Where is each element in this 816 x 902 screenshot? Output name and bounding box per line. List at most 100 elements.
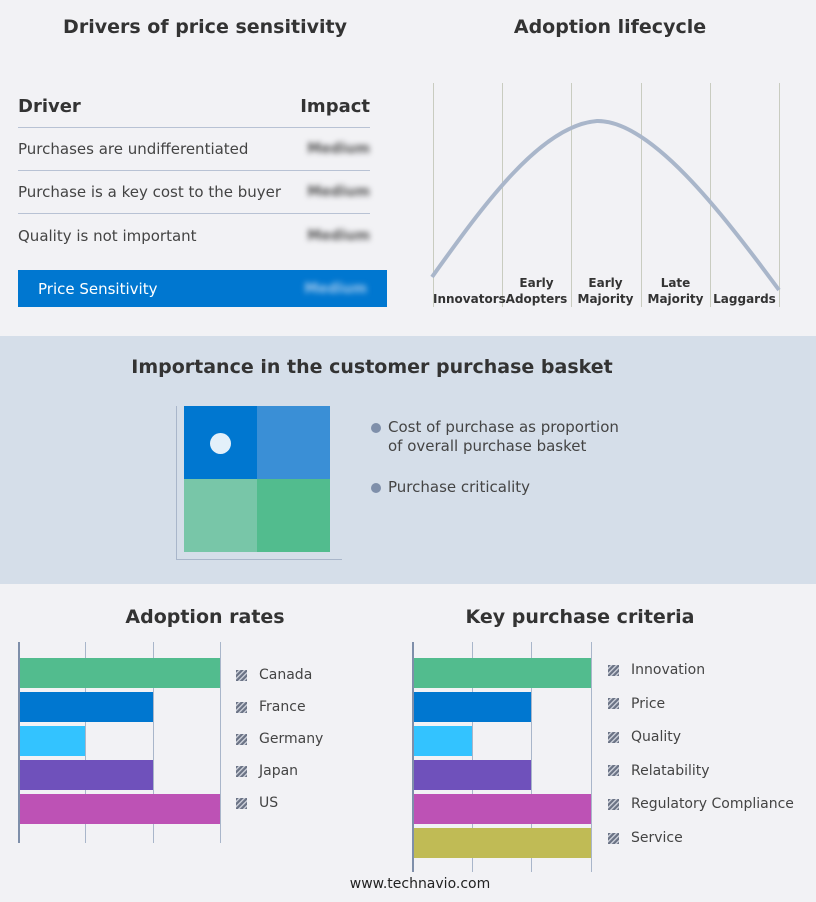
stage-early-majority: Early Majority	[571, 275, 640, 307]
basket-section	[0, 336, 816, 584]
driver-impact: Medium	[307, 184, 370, 200]
legend-label: Service	[631, 830, 683, 846]
legend-item: Japan	[236, 763, 298, 779]
legend-swatch-icon	[236, 797, 247, 809]
bar-innovation	[412, 658, 591, 688]
legend-item: Canada	[236, 667, 312, 683]
legend-label: US	[259, 795, 279, 811]
legend-label: France	[259, 699, 306, 715]
stage-label: Innovators	[433, 292, 506, 306]
stage-label: Late	[660, 276, 691, 290]
price-sensitivity-summary: Price Sensitivity Medium	[18, 270, 387, 307]
footer-url: www.technavio.com	[349, 876, 491, 892]
driver-name: Quality is not important	[18, 226, 197, 245]
lifecycle-divider	[571, 83, 572, 307]
legend-item: Germany	[236, 731, 323, 747]
legend-criticality: Purchase criticality	[388, 478, 531, 496]
bar-canada	[18, 658, 220, 688]
stage-laggards: Laggards	[710, 291, 779, 307]
lifecycle-divider	[710, 83, 711, 307]
legend-label: Germany	[259, 731, 324, 747]
basket-title: Importance in the customer purchase bask…	[131, 356, 613, 378]
stage-early-adopters: Early Adopters	[502, 275, 571, 307]
gridline	[531, 642, 532, 872]
legend-swatch-icon	[608, 731, 619, 743]
bar-relatability	[412, 760, 532, 790]
stage-label: Early	[588, 276, 623, 290]
driver-col-header: Driver	[18, 95, 81, 117]
legend-label: Innovation	[631, 662, 706, 678]
legend-item: Service	[608, 830, 683, 846]
legend-item: Relatability	[608, 763, 710, 779]
driver-impact: Medium	[307, 141, 370, 157]
drivers-header: Driver Impact	[18, 85, 370, 128]
legend-item: US	[236, 795, 278, 811]
legend-item: Regulatory Compliance	[608, 796, 794, 812]
legend-swatch-icon	[608, 765, 619, 777]
quadrant-bottom-left	[184, 479, 257, 552]
legend-bullet	[371, 423, 381, 433]
bar-france	[18, 692, 153, 722]
legend-swatch-icon	[236, 669, 247, 681]
legend-bullet	[371, 483, 381, 493]
legend-cost: Cost of purchase as proportion of overal…	[388, 418, 619, 455]
bar-us	[18, 794, 220, 824]
impact-col-header: Impact	[300, 95, 370, 117]
adoption-rates-title: Adoption rates	[125, 606, 285, 628]
axis-line	[412, 642, 414, 872]
quadrant-top-right	[257, 406, 330, 479]
summary-label: Price Sensitivity	[38, 279, 158, 298]
legend-swatch-icon	[608, 798, 619, 810]
driver-row: Quality is not important Medium	[18, 214, 370, 257]
legend-label: Price	[631, 695, 666, 712]
lifecycle-divider	[433, 83, 434, 307]
axis-line	[18, 642, 20, 843]
summary-impact: Medium	[304, 280, 367, 297]
gridline	[472, 642, 473, 872]
bar-japan	[18, 760, 153, 790]
legend-item: Innovation	[608, 662, 705, 678]
stage-late-majority: Late Majority	[641, 275, 710, 307]
adoption-curve	[430, 118, 781, 292]
bar-service	[412, 828, 591, 858]
legend-swatch-icon	[608, 698, 619, 710]
legend-swatch-icon	[236, 733, 247, 745]
stage-label: Early	[519, 276, 554, 290]
quadrant-bottom-right	[257, 479, 330, 552]
legend-swatch-icon	[608, 832, 619, 844]
driver-name: Purchases are undifferentiated	[18, 140, 249, 158]
legend-swatch-icon	[608, 664, 619, 676]
legend-label: Japan	[259, 763, 299, 779]
bar-price	[412, 692, 532, 722]
bar-regulatory-compliance	[412, 794, 591, 824]
lifecycle-divider	[502, 83, 503, 307]
stage-innovators: Innovators	[433, 291, 506, 307]
stage-label: Majority	[647, 292, 704, 306]
stage-label: Adopters	[505, 292, 568, 306]
legend-swatch-icon	[236, 701, 247, 713]
gridline	[220, 642, 221, 843]
lifecycle-divider	[641, 83, 642, 307]
driver-impact: Medium	[307, 227, 370, 244]
legend-item: Quality	[608, 729, 681, 745]
legend-label: Quality	[631, 729, 682, 746]
lifecycle-title: Adoption lifecycle	[513, 16, 707, 38]
legend-label: Relatability	[631, 762, 710, 779]
stage-label: Majority	[577, 292, 634, 306]
drivers-title: Drivers of price sensitivity	[63, 16, 347, 38]
driver-row: Purchases are undifferentiated Medium	[18, 128, 370, 171]
legend-item: Price	[608, 696, 665, 712]
position-marker	[210, 433, 231, 454]
matrix-y-axis	[176, 406, 177, 560]
gridline	[85, 642, 86, 843]
legend-label: Canada	[259, 667, 313, 683]
legend-item: France	[236, 699, 306, 715]
legend-swatch-icon	[236, 765, 247, 777]
stage-label: Laggards	[713, 292, 776, 306]
matrix-x-axis	[176, 559, 342, 560]
kpc-title: Key purchase criteria	[465, 606, 695, 628]
driver-name: Purchase is a key cost to the buyer	[18, 183, 282, 201]
gridline	[153, 642, 154, 843]
gridline	[591, 642, 592, 872]
driver-row: Purchase is a key cost to the buyer Mediu…	[18, 171, 370, 214]
